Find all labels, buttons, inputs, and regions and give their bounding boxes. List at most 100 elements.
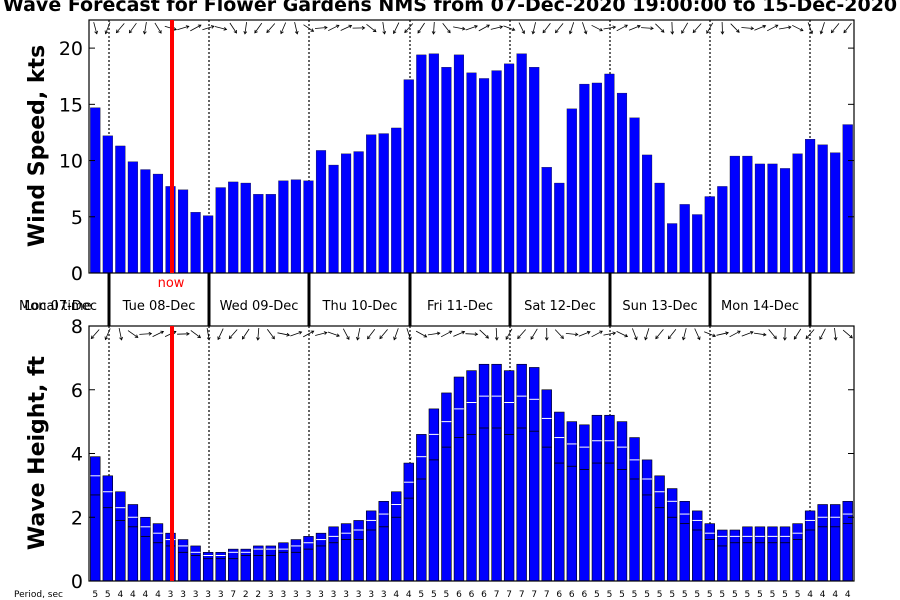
wave-bar <box>641 459 653 582</box>
direction-arrow-head <box>148 331 153 336</box>
wave-bar <box>779 526 791 582</box>
wave-bar <box>591 414 603 582</box>
direction-arrow <box>578 331 591 337</box>
direction-arrow-head <box>461 330 466 335</box>
direction-arrow-head <box>447 29 451 34</box>
wave-bar <box>478 363 490 582</box>
direction-arrow <box>754 25 766 31</box>
y-tick-label: 4 <box>71 444 83 466</box>
day-label: Mon 14-Dec <box>721 299 799 314</box>
direction-arrow <box>290 331 302 337</box>
day-labels: Mon 07-Dec Tue 08-Dec Wed 09-Dec Thu 10-Dec… <box>19 299 799 314</box>
direction-arrow <box>427 332 440 336</box>
period-value: 3 <box>368 590 374 600</box>
wave-bar <box>829 504 841 582</box>
wind-bar <box>127 161 138 274</box>
day-label: Thu 10-Dec <box>322 299 398 314</box>
wave-bar <box>679 501 690 582</box>
period-value: 7 <box>531 590 537 600</box>
day-label: Tue 08-Dec <box>122 299 196 314</box>
period-value: 5 <box>745 590 751 600</box>
wind-bar <box>315 150 327 274</box>
direction-arrow <box>244 22 247 34</box>
wind-bar <box>667 223 678 274</box>
wave-bar <box>629 437 640 582</box>
wind-bar <box>265 194 276 274</box>
direction-arrow <box>393 22 400 34</box>
direction-arrow <box>591 330 603 338</box>
direction-arrow <box>768 329 777 339</box>
direction-arrow-head <box>310 28 315 32</box>
direction-arrow <box>704 331 716 337</box>
period-value: 7 <box>544 590 550 600</box>
period-value: 5 <box>644 590 650 600</box>
direction-arrow-head <box>243 31 248 35</box>
direction-arrow-head <box>560 335 564 339</box>
direction-arrow-head <box>423 334 428 338</box>
wave-bar <box>202 552 214 582</box>
direction-arrow-head <box>486 24 490 28</box>
direction-arrow <box>671 21 673 35</box>
direction-arrow-head <box>361 26 366 30</box>
wind-bar <box>642 154 653 274</box>
direction-arrow-head <box>474 332 479 337</box>
wave-bar <box>729 529 741 582</box>
direction-arrow-head <box>382 31 387 35</box>
wave-bar <box>804 510 816 582</box>
period-value: 3 <box>193 590 199 600</box>
direction-arrow <box>327 331 340 337</box>
direction-arrow-head <box>254 29 258 34</box>
period-value: 5 <box>770 590 776 600</box>
direction-arrow <box>129 22 137 34</box>
wind-bar <box>303 180 314 274</box>
direction-arrow-head <box>142 30 147 35</box>
wind-bar <box>178 189 189 274</box>
wind-bar <box>102 135 113 274</box>
direction-arrow-head <box>750 26 755 31</box>
direction-arrow-head <box>583 30 588 35</box>
direction-arrow <box>440 330 452 338</box>
period-value: 4 <box>807 590 813 600</box>
direction-arrow-head <box>393 336 397 341</box>
direction-arrow-head <box>197 334 202 339</box>
direction-arrow-head <box>104 30 109 35</box>
period-value: 5 <box>431 590 437 600</box>
wave-bar <box>491 363 502 582</box>
direction-arrow-head <box>228 335 233 340</box>
direction-arrow-head <box>692 29 697 34</box>
wind-bar <box>215 187 226 274</box>
day-label: Sun 13-Dec <box>622 299 697 314</box>
direction-arrow <box>242 328 250 340</box>
direction-arrow <box>628 25 641 31</box>
direction-arrow <box>303 330 314 338</box>
wind-bar <box>115 145 126 274</box>
period-value: 6 <box>556 590 562 600</box>
period-value: 5 <box>92 590 98 600</box>
period-value: 4 <box>832 590 838 600</box>
direction-arrow-head <box>793 336 798 340</box>
direction-arrow-head <box>624 24 628 29</box>
direction-arrow <box>254 22 263 34</box>
direction-arrow-head <box>436 331 441 336</box>
wind-bar <box>491 70 502 274</box>
wind-bar <box>140 169 151 274</box>
direction-arrow <box>505 328 513 340</box>
period-value: 7 <box>506 590 512 600</box>
period-value: 5 <box>632 590 638 600</box>
direction-arrow-head <box>448 330 453 334</box>
direction-arrow <box>105 22 111 34</box>
period-value: 4 <box>143 590 149 600</box>
direction-arrow-head <box>637 24 641 29</box>
direction-arrow <box>206 328 210 340</box>
wind-y-axis-label: Wind Speed, kts <box>25 45 50 247</box>
wave-bar <box>365 510 377 582</box>
direction-arrow-head <box>750 331 754 335</box>
direction-arrow-head <box>660 29 665 33</box>
direction-arrow-head <box>499 25 504 29</box>
wind-bar <box>341 153 352 274</box>
direction-arrow-head <box>624 333 629 338</box>
wind-bar <box>466 72 477 274</box>
direction-arrow-head <box>521 30 525 35</box>
wind-bar <box>190 212 201 274</box>
direction-arrow-head <box>531 30 536 35</box>
